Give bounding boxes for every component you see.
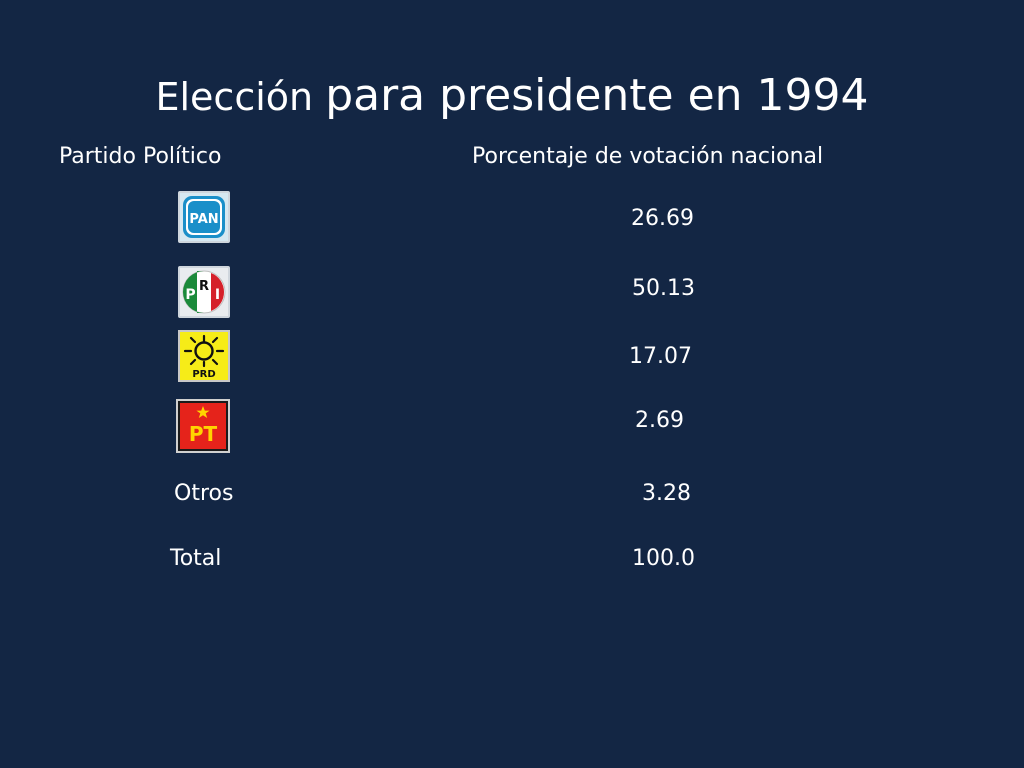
total-percentage: 100.0	[632, 546, 695, 571]
slide-title-part2: para presidente en 1994	[325, 70, 869, 121]
pan-percentage: 26.69	[631, 206, 694, 231]
pan-logo-text: PAN	[189, 212, 218, 227]
prd-logo-text: PRD	[192, 369, 215, 380]
pri-percentage: 50.13	[632, 276, 695, 301]
pri-logo-graphic: P R I	[182, 270, 226, 314]
slide-title-part1: Elección	[155, 75, 326, 119]
otros-label: Otros	[174, 481, 234, 506]
pan-logo-graphic: PAN	[183, 196, 225, 238]
svg-text:P: P	[185, 287, 195, 303]
pt-logo-icon: PT	[176, 399, 230, 453]
party-column-header: Partido Político	[59, 144, 222, 169]
total-label: Total	[170, 546, 222, 571]
pri-logo-icon: P R I	[178, 266, 230, 318]
percentage-column-header: Porcentaje de votación nacional	[472, 144, 824, 169]
svg-text:I: I	[215, 287, 220, 303]
prd-logo-icon: PRD	[178, 330, 230, 382]
pt-percentage: 2.69	[635, 408, 684, 433]
prd-logo-graphic: PRD	[180, 332, 228, 380]
slide-title: Elección para presidente en 1994	[0, 70, 1024, 121]
pt-logo-text: PT	[189, 422, 218, 446]
prd-percentage: 17.07	[629, 344, 692, 369]
pan-logo-icon: PAN	[178, 191, 230, 243]
svg-text:R: R	[199, 279, 209, 294]
otros-percentage: 3.28	[642, 481, 691, 506]
pt-logo-graphic: PT	[180, 403, 226, 449]
